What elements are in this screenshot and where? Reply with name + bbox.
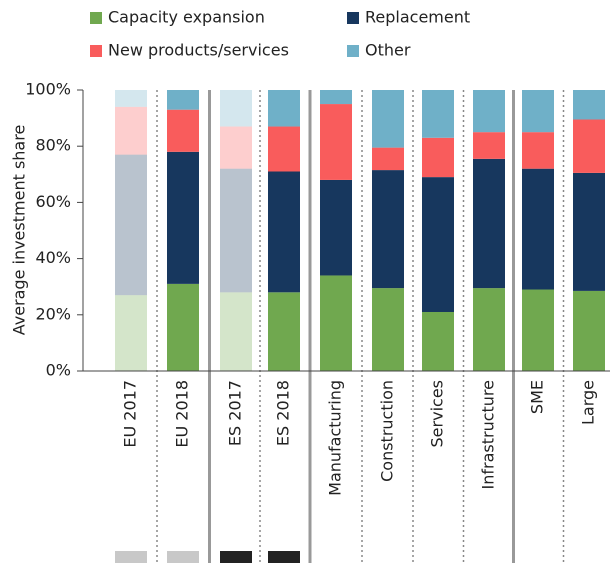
bar-segment bbox=[573, 119, 605, 173]
bar-segment bbox=[320, 90, 352, 105]
legend-swatch bbox=[90, 45, 102, 57]
bar-segment bbox=[167, 90, 199, 110]
y-axis-label: Average investment share bbox=[10, 125, 29, 336]
bar-segment bbox=[268, 126, 300, 172]
bar-segment bbox=[372, 288, 404, 371]
swatch bbox=[268, 551, 300, 563]
bar-segment bbox=[268, 171, 300, 293]
bar-segment bbox=[522, 289, 554, 371]
swatch bbox=[220, 551, 252, 563]
bar-segment bbox=[220, 90, 252, 127]
y-tick-label: 100% bbox=[25, 80, 71, 99]
x-tick-label: ES 2018 bbox=[274, 380, 293, 446]
bar-segment bbox=[573, 290, 605, 371]
bar-segment bbox=[422, 311, 454, 371]
bar-segment bbox=[473, 158, 505, 289]
legend-swatch bbox=[347, 45, 359, 57]
swatch bbox=[167, 551, 199, 563]
x-tick-label: Construction bbox=[378, 380, 397, 482]
bar-segment bbox=[268, 90, 300, 127]
legend-label: New products/services bbox=[108, 41, 289, 60]
bar-segment bbox=[372, 147, 404, 171]
bar-segment bbox=[167, 151, 199, 284]
bar-segment bbox=[422, 90, 454, 138]
bar-segment bbox=[573, 172, 605, 291]
bar-segment bbox=[220, 126, 252, 169]
bar-segment bbox=[372, 90, 404, 148]
x-tick-label: SME bbox=[528, 380, 547, 414]
bar-segment bbox=[422, 177, 454, 312]
bar-segment bbox=[268, 292, 300, 371]
x-tick-label: ES 2017 bbox=[226, 380, 245, 446]
x-tick-label: Large bbox=[579, 380, 598, 425]
bar-segment bbox=[220, 168, 252, 293]
legend-swatch bbox=[90, 12, 102, 24]
bar-segment bbox=[522, 168, 554, 290]
x-tick-label: EU 2017 bbox=[121, 380, 140, 448]
bar-segment bbox=[372, 170, 404, 289]
x-tick-label: Services bbox=[428, 380, 447, 447]
x-tick-label: Manufacturing bbox=[326, 380, 345, 496]
y-tick-label: 20% bbox=[35, 304, 71, 323]
bar-segment bbox=[473, 132, 505, 159]
bar-segment bbox=[167, 109, 199, 152]
bar-segment bbox=[115, 295, 147, 371]
bar-segment bbox=[220, 292, 252, 371]
y-tick-label: 60% bbox=[35, 192, 71, 211]
bar-segment bbox=[115, 154, 147, 296]
bar-segment bbox=[522, 132, 554, 169]
y-tick-label: 40% bbox=[35, 248, 71, 267]
bar-segment bbox=[522, 90, 554, 133]
y-tick-label: 0% bbox=[46, 361, 71, 380]
legend-label: Other bbox=[365, 41, 411, 60]
bar-segment bbox=[473, 90, 505, 133]
legend-label: Replacement bbox=[365, 8, 470, 27]
bar-segment bbox=[422, 137, 454, 178]
x-tick-label: EU 2018 bbox=[173, 380, 192, 448]
y-tick-label: 80% bbox=[35, 136, 71, 155]
bar-segment bbox=[167, 283, 199, 371]
bar-segment bbox=[573, 90, 605, 120]
legend-swatch bbox=[347, 12, 359, 24]
swatch bbox=[115, 551, 147, 563]
bar-segment bbox=[115, 106, 147, 155]
bar-segment bbox=[473, 288, 505, 371]
bar-segment bbox=[320, 104, 352, 180]
bar-segment bbox=[320, 275, 352, 371]
legend-label: Capacity expansion bbox=[108, 8, 265, 27]
x-tick-label: Infrastructure bbox=[479, 380, 498, 489]
bar-segment bbox=[115, 90, 147, 107]
bar-segment bbox=[320, 179, 352, 276]
